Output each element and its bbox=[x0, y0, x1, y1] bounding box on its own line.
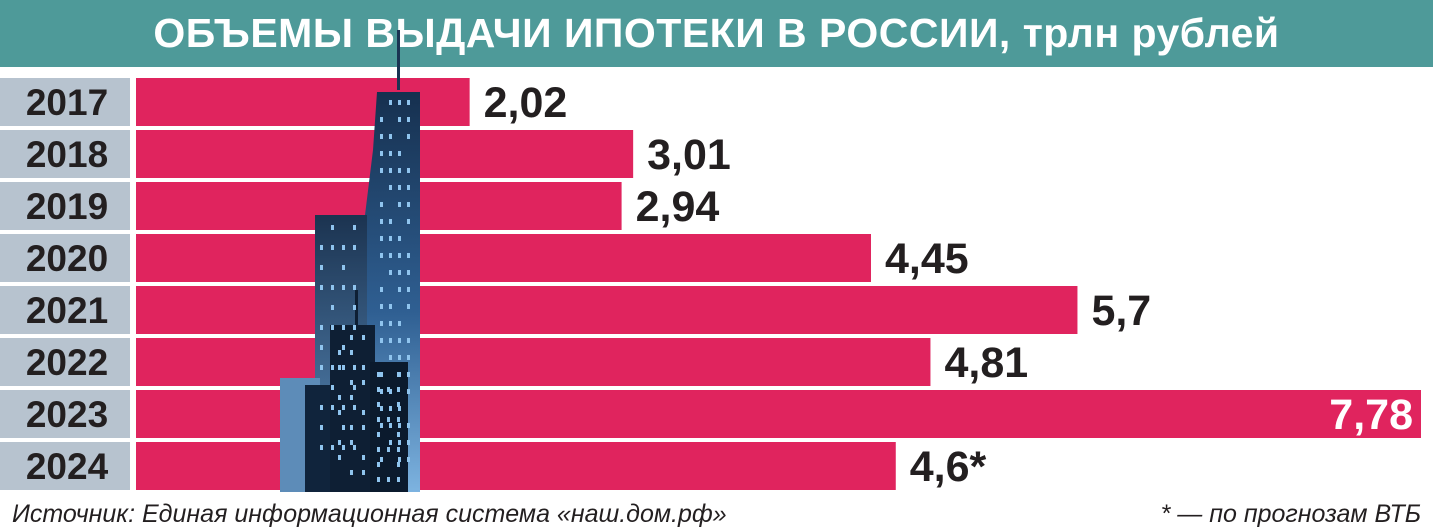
data-bar bbox=[136, 234, 871, 282]
bar-chart: 2017 2018 2019 2020 2021 2022 2023 2024 2,02 3,01… bbox=[0, 30, 1421, 492]
value-label: 2,94 bbox=[636, 183, 720, 231]
chart-title-bar: ОБЪЕМЫ ВЫДАЧИ ИПОТЕКИ В РОССИИ, трлн руб… bbox=[0, 0, 1433, 67]
year-cell bbox=[0, 286, 130, 334]
value-label: 5,7 bbox=[1091, 287, 1151, 335]
year-label: 2017 bbox=[26, 82, 108, 123]
chart-title: ОБЪЕМЫ ВЫДАЧИ ИПОТЕКИ В РОССИИ, трлн руб… bbox=[153, 10, 1280, 56]
value-label: 7,78 bbox=[1329, 391, 1413, 439]
skyline-illustration bbox=[280, 30, 420, 492]
value-label: 4,81 bbox=[944, 339, 1028, 387]
year-label: 2019 bbox=[26, 186, 108, 227]
year-label: 2018 bbox=[26, 134, 108, 175]
year-label: 2023 bbox=[26, 394, 108, 435]
data-bar bbox=[136, 442, 896, 490]
year-cell bbox=[0, 442, 130, 490]
value-label: 2,02 bbox=[484, 79, 568, 127]
value-label: 4,6* bbox=[910, 443, 987, 491]
year-cell bbox=[0, 78, 130, 126]
data-bar bbox=[136, 338, 931, 386]
value-label: 3,01 bbox=[647, 131, 731, 179]
forecast-footnote: * — по прогнозам ВТБ bbox=[1160, 500, 1421, 528]
source-note: Источник: Единая информационная система … bbox=[12, 500, 727, 528]
year-label: 2021 bbox=[26, 290, 108, 331]
year-cell bbox=[0, 338, 130, 386]
value-label: 4,45 bbox=[885, 235, 969, 283]
year-label: 2024 bbox=[26, 446, 109, 487]
year-label: 2020 bbox=[26, 238, 108, 279]
year-cell bbox=[0, 234, 130, 282]
year-cell bbox=[0, 390, 130, 438]
year-label: 2022 bbox=[26, 342, 108, 383]
year-cell bbox=[0, 182, 130, 230]
year-cell bbox=[0, 130, 130, 178]
data-bar bbox=[136, 286, 1078, 334]
